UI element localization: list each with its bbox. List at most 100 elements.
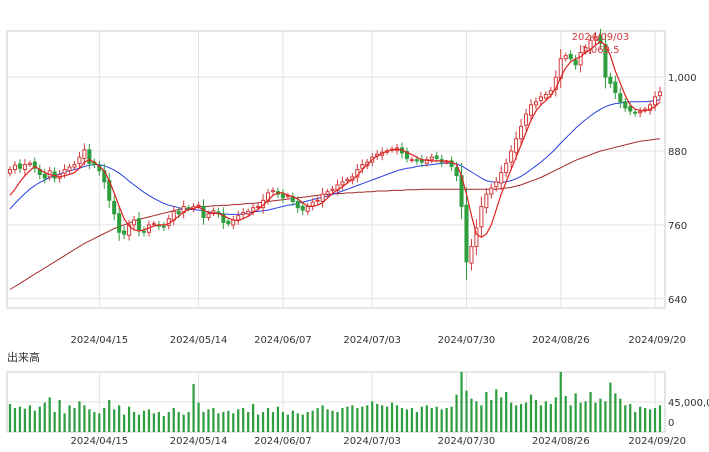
volume-x-tick-label: 2024/06/07 bbox=[254, 436, 312, 447]
price-x-tick-label: 2024/06/07 bbox=[254, 335, 312, 346]
volume-bar bbox=[311, 410, 314, 432]
volume-bar bbox=[167, 412, 170, 432]
candlestick bbox=[479, 196, 484, 237]
candle-body-up bbox=[7, 169, 13, 174]
volume-bar bbox=[192, 384, 195, 432]
volume-bar bbox=[331, 410, 334, 432]
candle-body-up bbox=[305, 205, 310, 212]
candle-body-down bbox=[87, 149, 92, 164]
candlestick bbox=[132, 215, 137, 230]
volume-bar bbox=[390, 402, 394, 432]
volume-bar bbox=[450, 406, 453, 432]
candlestick bbox=[360, 159, 365, 174]
volume-bar bbox=[624, 405, 627, 432]
volume-bar bbox=[410, 408, 414, 432]
candlestick bbox=[320, 187, 325, 208]
candle-body-up bbox=[246, 210, 251, 215]
volume-bar bbox=[23, 408, 27, 432]
volume-bar bbox=[351, 405, 354, 432]
candle-body-down bbox=[122, 230, 127, 235]
candlestick bbox=[424, 156, 429, 167]
candlestick bbox=[87, 143, 92, 170]
candle-body-up bbox=[409, 159, 414, 162]
volume-bar bbox=[38, 406, 41, 432]
volume-bar bbox=[425, 405, 428, 432]
candlestick bbox=[578, 45, 583, 73]
candle-body-up bbox=[330, 188, 335, 191]
candle-body-up bbox=[345, 178, 350, 182]
volume-bar bbox=[366, 405, 369, 432]
price-x-tick-label: 2024/04/15 bbox=[70, 335, 128, 346]
volume-bar bbox=[177, 412, 180, 432]
candle-body-up bbox=[479, 205, 484, 228]
candle-body-down bbox=[300, 205, 305, 211]
candlestick bbox=[141, 226, 147, 237]
candle-body-up bbox=[241, 212, 246, 215]
volume-bar bbox=[460, 372, 463, 432]
volume-x-tick-label: 2024/09/20 bbox=[628, 436, 686, 447]
volume-bar bbox=[346, 406, 349, 432]
volume-bar bbox=[301, 414, 304, 432]
candle-body-up bbox=[578, 52, 583, 66]
candlestick bbox=[563, 52, 568, 62]
volume-bar bbox=[529, 394, 533, 432]
candle-body-up bbox=[325, 191, 330, 195]
candlestick bbox=[82, 143, 87, 165]
volume-bar bbox=[519, 404, 523, 432]
volume-bar bbox=[619, 398, 622, 432]
volume-bar bbox=[48, 397, 51, 432]
candlestick bbox=[593, 32, 598, 45]
volume-bar bbox=[276, 406, 280, 432]
candlestick bbox=[638, 107, 643, 118]
volume-bar bbox=[286, 414, 289, 432]
candle-body-up bbox=[320, 193, 325, 203]
candlestick bbox=[42, 169, 47, 184]
volume-bar bbox=[127, 406, 131, 432]
candle-body-up bbox=[211, 210, 216, 214]
candle-body-down bbox=[628, 106, 633, 112]
candlestick bbox=[241, 207, 246, 220]
candle-body-up bbox=[583, 47, 588, 52]
candlestick bbox=[340, 176, 345, 190]
volume-bar bbox=[584, 401, 587, 432]
candle-body-down bbox=[633, 111, 638, 114]
volume-bar bbox=[321, 405, 324, 432]
volume-bar bbox=[564, 396, 567, 432]
candle-body-down bbox=[414, 159, 419, 162]
candle-body-up bbox=[519, 125, 524, 140]
candlestick bbox=[12, 161, 17, 174]
candle-body-down bbox=[618, 93, 623, 103]
candle-body-down bbox=[32, 161, 37, 169]
candle-body-down bbox=[434, 155, 439, 159]
candlestick bbox=[72, 161, 77, 171]
candle-body-up bbox=[340, 181, 345, 186]
candle-body-down bbox=[598, 34, 603, 44]
candlestick bbox=[648, 100, 653, 115]
candle-body-down bbox=[161, 225, 166, 228]
volume-bar bbox=[306, 412, 309, 432]
candlestick bbox=[533, 97, 538, 110]
price-y-tick-label: 880 bbox=[668, 147, 687, 158]
volume-bar bbox=[524, 402, 528, 432]
volume-bar bbox=[648, 409, 652, 432]
volume-bar bbox=[579, 402, 582, 432]
volume-bar bbox=[103, 408, 106, 432]
candle-body-up bbox=[72, 164, 77, 168]
candle-body-down bbox=[221, 213, 226, 223]
ma25-line bbox=[9, 99, 661, 215]
volume-bar bbox=[13, 408, 17, 432]
volume-bar bbox=[296, 413, 299, 432]
candlestick bbox=[221, 207, 226, 229]
peak-annotation-date: 2024/09/03 bbox=[572, 32, 630, 43]
candle-body-down bbox=[176, 210, 181, 215]
candlestick bbox=[67, 163, 72, 174]
candle-body-up bbox=[127, 224, 132, 236]
peak-annotation-value: 1,069.5 bbox=[581, 45, 619, 56]
candlestick bbox=[509, 145, 514, 169]
volume-bar bbox=[400, 408, 404, 432]
volume-bar bbox=[534, 400, 538, 432]
volume-bar bbox=[510, 402, 513, 432]
candle-body-down bbox=[141, 230, 147, 233]
volume-bar bbox=[420, 406, 423, 432]
candlestick bbox=[618, 87, 623, 109]
